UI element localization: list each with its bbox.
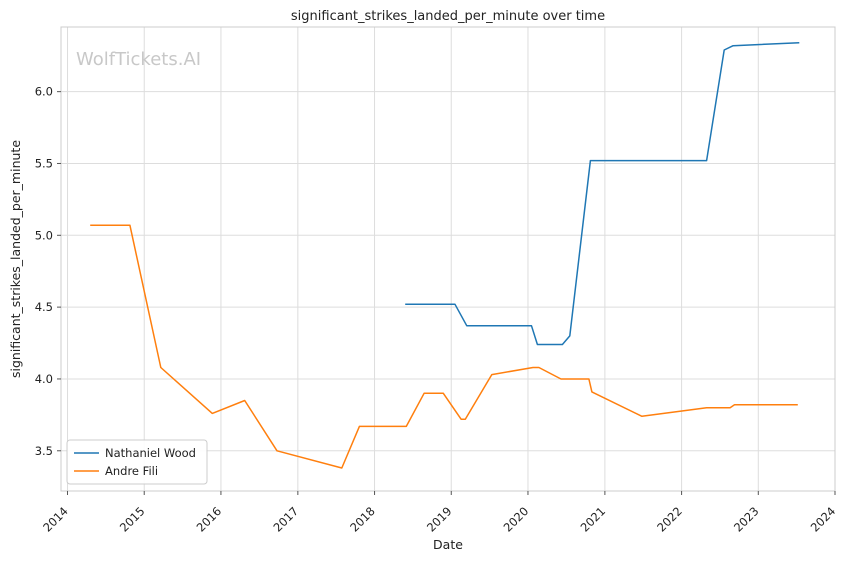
x-tick-label: 2019 (424, 504, 455, 535)
plot-area-frame (60, 26, 836, 492)
x-axis-label: Date (433, 537, 463, 552)
series-line-andre-fili (90, 224, 798, 469)
x-tick-label: 2020 (501, 504, 532, 535)
x-tick-label: 2017 (271, 504, 302, 535)
legend: Nathaniel Wood Andre Fili (66, 439, 208, 485)
watermark-text: WolfTickets.AI (76, 49, 201, 70)
x-tick-label: 2022 (654, 504, 685, 535)
y-tick-label: 3.5 (35, 444, 53, 458)
x-tick-label: 2014 (40, 504, 71, 535)
y-axis-label: significant_strikes_landed_per_minute (8, 140, 23, 378)
legend-box (66, 439, 208, 485)
y-tick-label: 6.0 (35, 85, 53, 99)
y-tick-label: 5.5 (35, 156, 53, 170)
y-tick-label: 4.0 (35, 372, 53, 386)
series-layer (90, 42, 800, 469)
x-tick-label: 2023 (731, 504, 762, 535)
series-line-nathaniel-wood (405, 42, 800, 346)
chart-title: significant_strikes_landed_per_minute ov… (291, 9, 605, 24)
y-tick-label: 5.0 (35, 228, 53, 242)
x-tick-label: 2018 (347, 504, 378, 535)
x-tick-label: 2016 (194, 504, 225, 535)
legend-label-andre-fili: Andre Fili (105, 464, 158, 478)
y-tick-label: 4.5 (35, 300, 53, 314)
legend-label-nathaniel-wood: Nathaniel Wood (105, 446, 196, 460)
x-tick-label: 2024 (808, 504, 839, 535)
x-tick-label: 2015 (117, 504, 148, 535)
x-tick-label: 2021 (578, 504, 609, 535)
grid-layer (61, 27, 836, 491)
